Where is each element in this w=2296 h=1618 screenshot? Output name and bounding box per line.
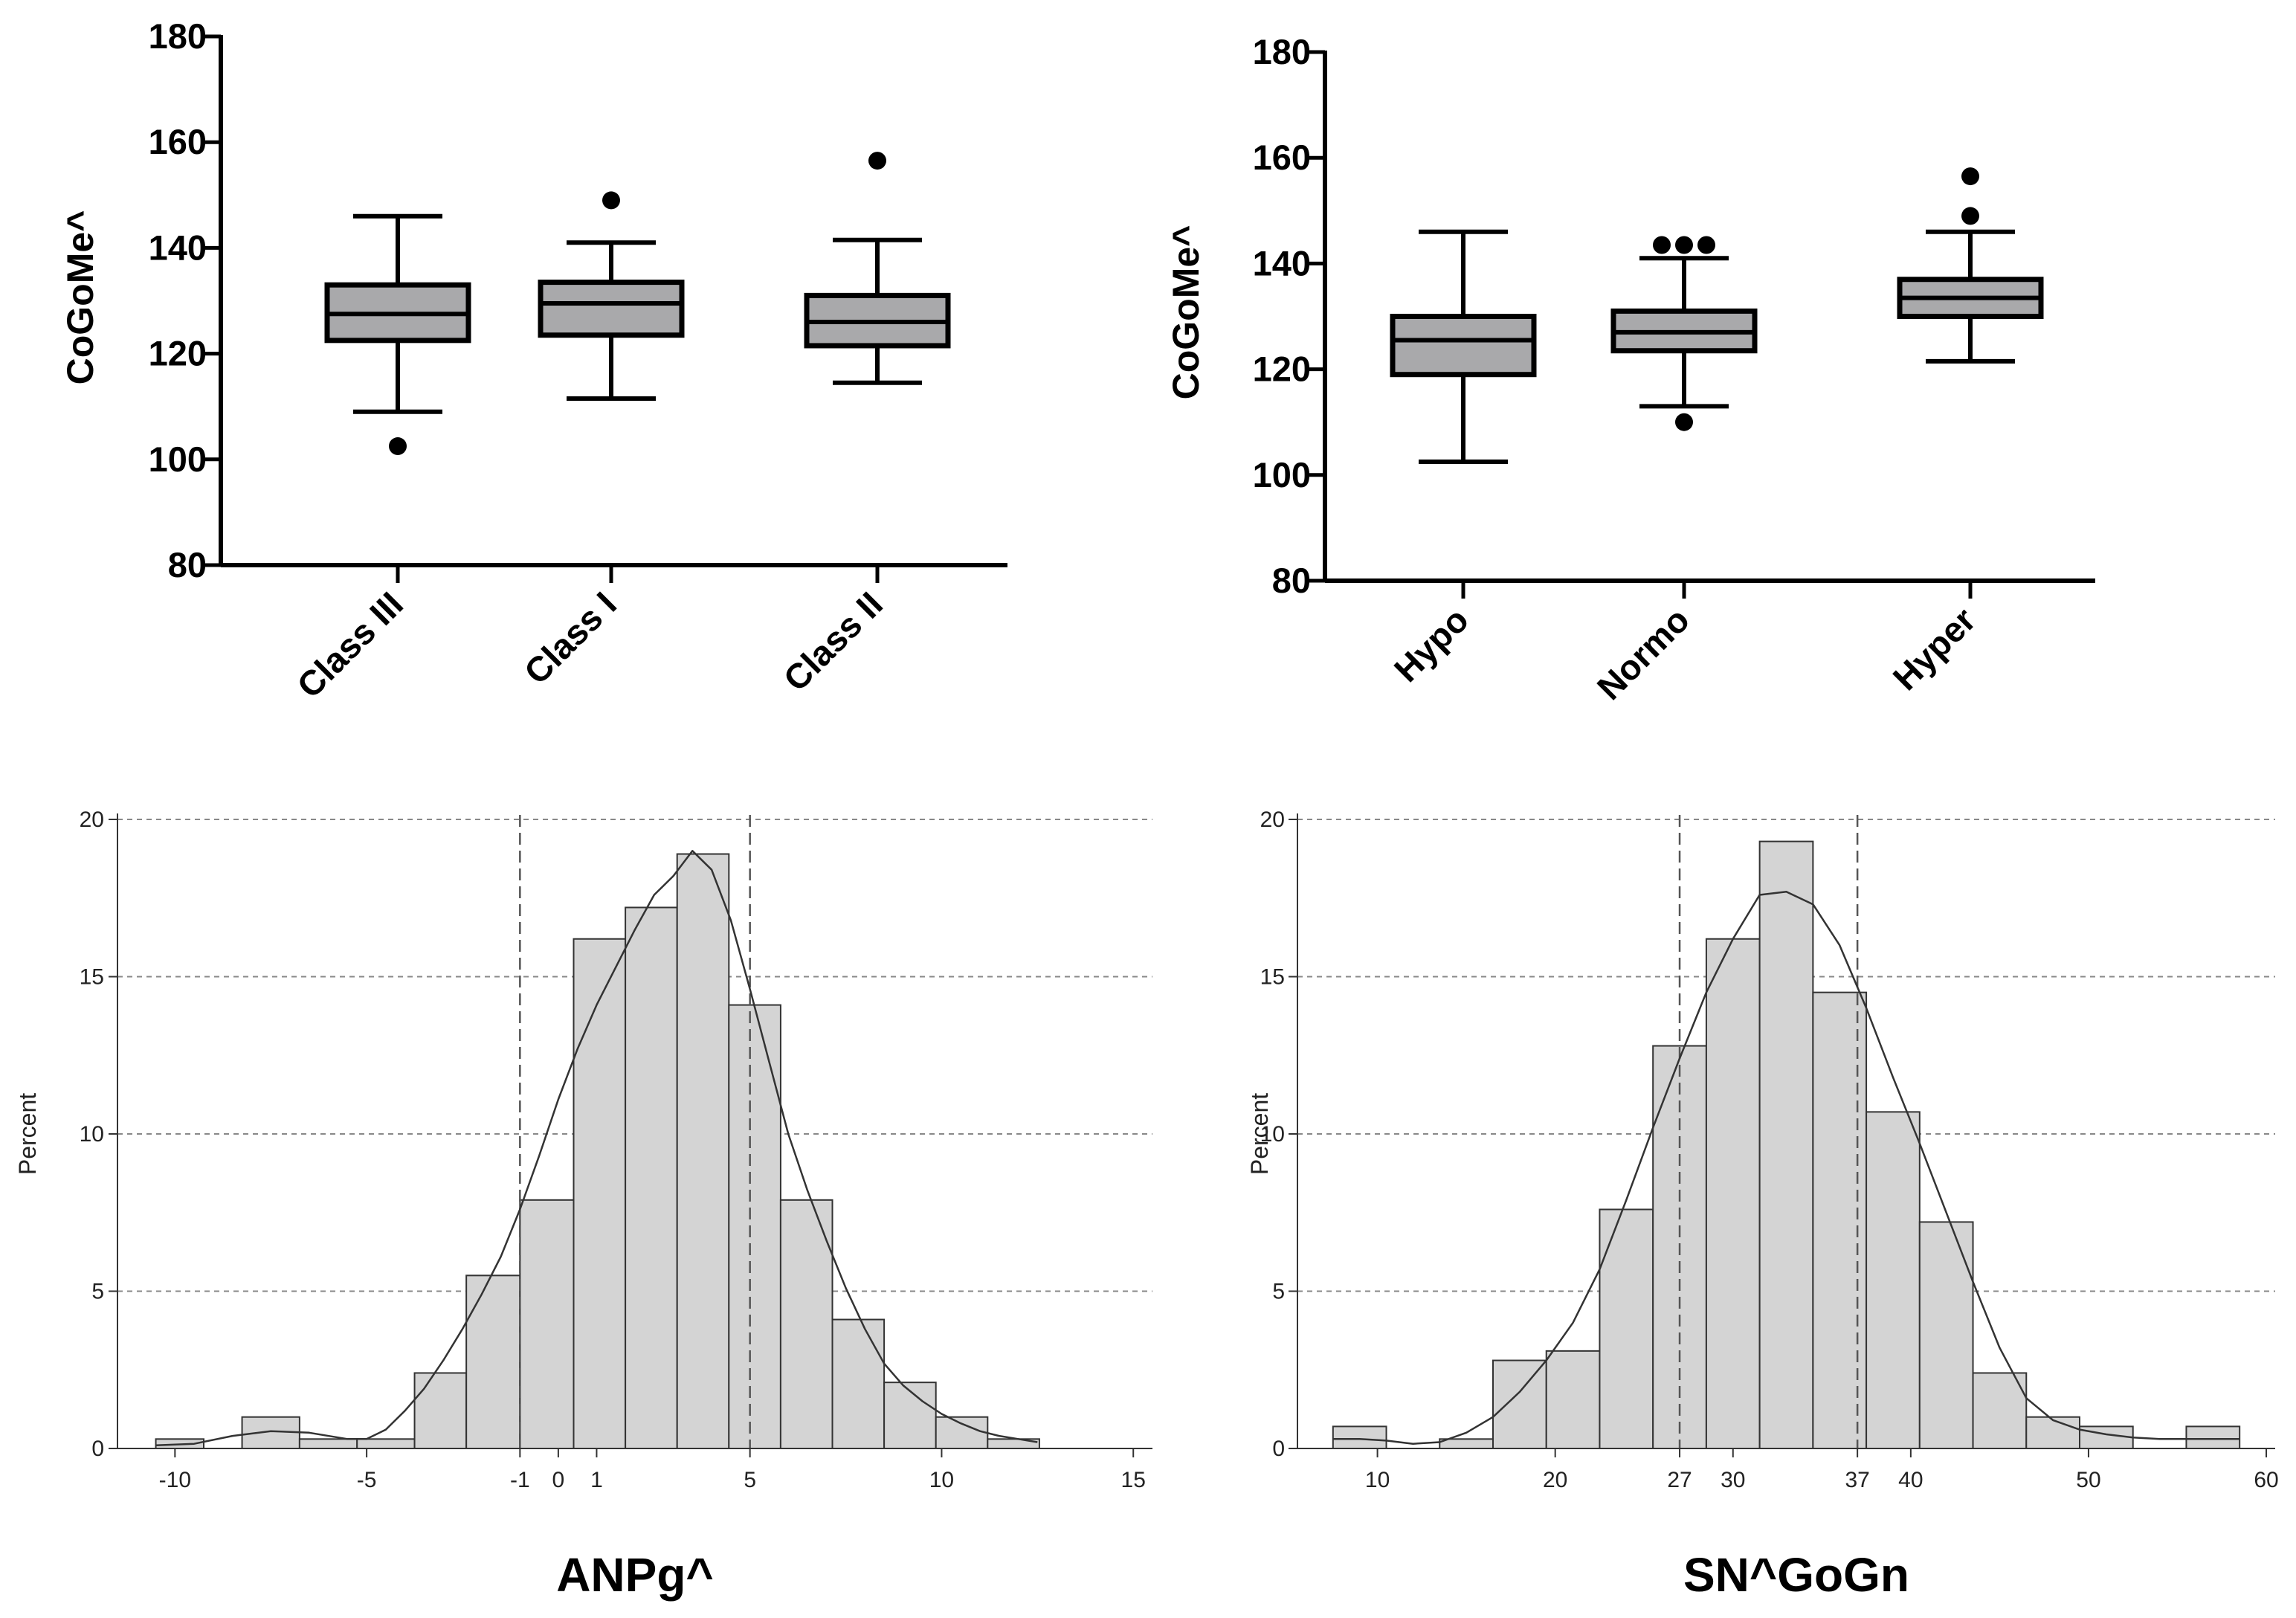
x-tick-label: 30 (1721, 1468, 1745, 1492)
box-1 (1390, 229, 1537, 465)
histogram-bar (413, 1372, 468, 1449)
histogram-bar (1866, 1111, 1921, 1449)
histogram-bar (883, 1382, 937, 1450)
y-tick-label: 140 (149, 228, 207, 267)
histogram-bar (625, 906, 678, 1449)
x-tick-label: -10 (159, 1468, 191, 1492)
y-tick-label: 80 (1272, 561, 1311, 600)
x-tick-label: -5 (357, 1468, 377, 1492)
x-tick-label: 27 (1667, 1468, 1692, 1492)
y-tick-label: 180 (149, 16, 207, 56)
y-tick-label: 160 (149, 122, 207, 161)
y-tick-label: 120 (149, 334, 207, 373)
y-tick-label: 0 (1272, 1437, 1285, 1461)
x-tick-label: 20 (1543, 1468, 1567, 1492)
x-tick-label: Class I (516, 584, 624, 692)
box-3 (804, 152, 951, 385)
x-tick-label: 10 (929, 1468, 954, 1492)
histogram-bar (728, 1004, 781, 1449)
x-tick-label: 10 (1365, 1468, 1390, 1492)
histogram-bar (519, 1199, 575, 1449)
histogram-bar (1705, 938, 1761, 1449)
density-curve (1332, 891, 2240, 1445)
histogram-bar (1439, 1438, 1494, 1450)
y-axis-label: CoGoMe^ (59, 210, 101, 385)
y-tick-label: 10 (1260, 1122, 1285, 1147)
iqr-box (1390, 314, 1537, 378)
y-tick-label: 160 (1253, 138, 1311, 177)
x-tick-label: 60 (2254, 1468, 2278, 1492)
x-tick-label: 40 (1898, 1468, 1923, 1492)
x-tick-label: Normo (1590, 600, 1697, 708)
y-axis-label: Percent (1246, 1093, 1273, 1175)
box-2 (1610, 236, 1758, 431)
histogram-bar (779, 1199, 833, 1449)
outlier-point (602, 191, 620, 210)
outlier-point (1675, 413, 1693, 431)
y-tick-label: 10 (80, 1122, 104, 1147)
x-tick-label: 50 (2076, 1468, 2100, 1492)
histogram-bar (2025, 1416, 2080, 1449)
outlier-point (1961, 167, 1979, 186)
histogram-bar (935, 1416, 989, 1449)
y-tick-label: 5 (1272, 1280, 1285, 1304)
y-tick-label: 20 (80, 808, 104, 832)
density-curve (155, 850, 1038, 1447)
outlier-point (868, 152, 886, 170)
x-tick-label: 37 (1845, 1468, 1869, 1492)
histogram-bar (1758, 840, 1814, 1449)
y-tick-label: 0 (91, 1437, 104, 1461)
outlier-point (1653, 236, 1671, 254)
y-tick-label: 20 (1260, 808, 1285, 832)
histogram-bar (1332, 1425, 1387, 1450)
outlier-point (1697, 236, 1715, 254)
x-tick-label: 15 (1121, 1468, 1146, 1492)
y-tick-label: 5 (91, 1280, 104, 1304)
histogram-bar (676, 853, 730, 1449)
box-1 (324, 213, 471, 456)
histogram-sngogn: 0 5 10 15 20 10 20 27 30 37 40 50 60 Percent SN^GoGn (1246, 808, 2279, 1602)
histogram-bar (1918, 1221, 1974, 1449)
x-axis-title: SN^GoGn (1683, 1548, 1909, 1602)
histogram-bar (465, 1274, 521, 1449)
x-tick-label: 1 (590, 1468, 603, 1492)
histogram-bar (831, 1318, 886, 1449)
histogram-bar (1545, 1350, 1601, 1449)
x-tick-label: 0 (552, 1468, 565, 1492)
histogram-bar (1492, 1359, 1547, 1450)
histogram-bar (2185, 1425, 2241, 1450)
outlier-point (389, 437, 407, 456)
x-tick-label: 5 (744, 1468, 756, 1492)
x-tick-label: -1 (510, 1468, 530, 1492)
x-tick-label: Class III (289, 584, 410, 706)
x-tick-label: Hyper (1885, 600, 1983, 698)
y-tick-label: 120 (1253, 349, 1311, 389)
y-axis-label: CoGoMe^ (1165, 225, 1207, 400)
y-tick-label: 80 (168, 545, 207, 584)
y-tick-label: 15 (1260, 965, 1285, 990)
y-tick-label: 15 (80, 965, 104, 990)
x-tick-label: Hypo (1387, 600, 1477, 690)
outlier-point (1961, 207, 1979, 225)
x-axis-title: ANPg^ (556, 1548, 714, 1602)
y-axis-label: Percent (14, 1093, 41, 1175)
box-2 (538, 191, 685, 402)
iqr-box (538, 280, 685, 338)
y-tick-label: 100 (149, 439, 207, 479)
box-3 (1897, 167, 2044, 364)
box-plot-vertical-pattern: 80 100 120 140 160 180 CoGoMe^ Hypo Normo Hyper (1165, 32, 2095, 707)
histogram-bar (298, 1438, 358, 1450)
outlier-point (1675, 236, 1693, 254)
histogram-bar (1599, 1208, 1654, 1450)
histogram-bar (356, 1438, 416, 1450)
x-tick-label: Class II (775, 584, 890, 699)
histogram-bar (573, 938, 627, 1449)
y-tick-label: 100 (1253, 455, 1311, 494)
histogram-bar (1972, 1372, 2028, 1449)
y-tick-label: 140 (1253, 243, 1311, 283)
box-plot-malocclusion-class: 80 100 120 140 160 180 CoGoMe^ Class III Class I… (59, 16, 1007, 706)
y-tick-label: 180 (1253, 32, 1311, 71)
